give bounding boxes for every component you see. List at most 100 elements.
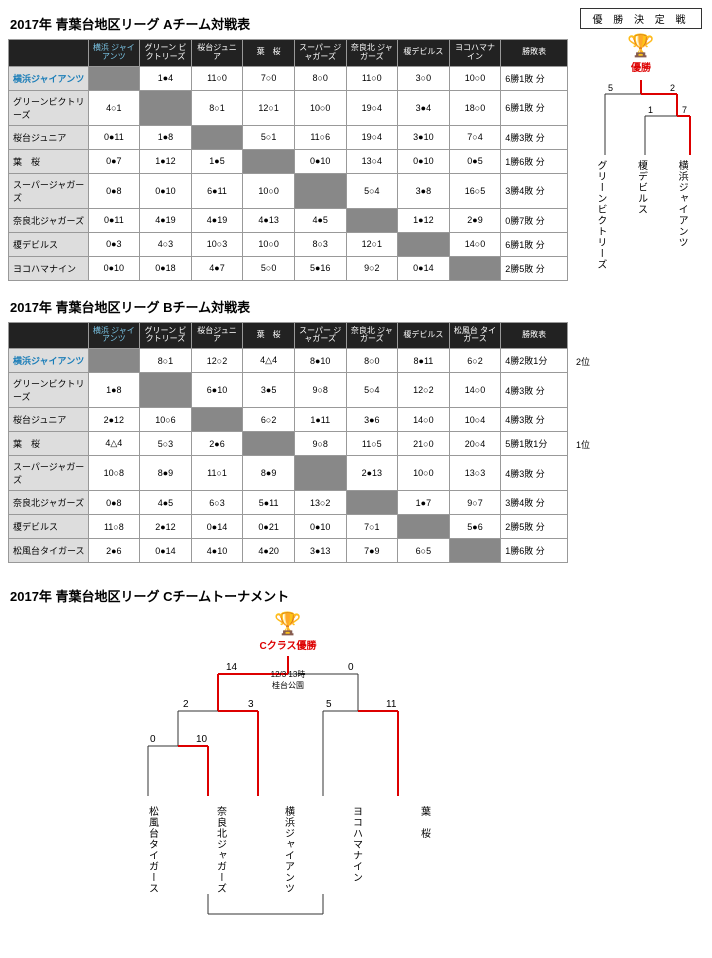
col-h: ヨコハマナイン	[449, 40, 501, 67]
score-cell: 5○3	[140, 432, 192, 456]
score-cell: 6○2	[243, 408, 295, 432]
c-note2: 桂台公園	[272, 681, 304, 690]
score-cell: 11○0	[346, 66, 398, 90]
row-header: 松風台タイガース	[9, 539, 89, 563]
score-cell: 1●5	[191, 149, 243, 173]
record-cell: 4勝3敗 分	[501, 408, 568, 432]
score-cell: 3○0	[398, 66, 450, 90]
top-bracket: 優 勝 決 定 戦 🏆 優勝 5 2 1 7 グリーンビクトリーズ 榎デビ	[580, 8, 702, 288]
score-cell: 3●8	[398, 173, 450, 208]
score-cell: 0●10	[294, 149, 346, 173]
score-cell: 2●6	[191, 432, 243, 456]
league-table-b: 横浜 ジャイアンツ グリーン ビクトリーズ 桜台ジュニア 葉 桜 スーパー ジャ…	[8, 322, 568, 564]
score: 14	[226, 662, 238, 673]
score-cell: 5○4	[346, 173, 398, 208]
col-h: 葉 桜	[243, 40, 295, 67]
record-cell: 6勝1敗 分	[501, 66, 568, 90]
row-header: 横浜ジャイアンツ	[9, 349, 89, 373]
score-cell: 7●9	[346, 539, 398, 563]
row-header: 横浜ジャイアンツ	[9, 66, 89, 90]
score-cell	[88, 349, 140, 373]
table-c-title: 2017年 青葉台地区リーグ Cチームトーナメント	[10, 586, 568, 605]
col-h: 横浜 ジャイアンツ	[88, 322, 140, 349]
row-header: 榎デビルス	[9, 515, 89, 539]
score-cell: 0●3	[88, 232, 140, 256]
score-cell: 13○3	[449, 456, 501, 491]
c-team: 葉 桜	[417, 806, 432, 894]
score-cell	[140, 373, 192, 408]
score-cell: 18○0	[449, 90, 501, 125]
score-cell: 10○3	[191, 232, 243, 256]
score-cell: 6○5	[398, 539, 450, 563]
score-cell: 11○0	[191, 66, 243, 90]
sb-team: グリーンビクトリーズ	[593, 160, 608, 270]
score-cell: 12○1	[346, 232, 398, 256]
score-cell: 9○7	[449, 491, 501, 515]
svg-text:2: 2	[670, 83, 675, 93]
col-h: 桜台ジュニア	[191, 322, 243, 349]
score-cell: 14○0	[449, 232, 501, 256]
score-cell: 6●11	[191, 173, 243, 208]
score-cell: 12○2	[398, 373, 450, 408]
score-cell: 0●11	[88, 208, 140, 232]
record-cell: 4勝3敗 分	[501, 373, 568, 408]
score-cell: 20○4	[449, 432, 501, 456]
svg-text:10: 10	[196, 734, 208, 745]
score-cell: 10○0	[398, 456, 450, 491]
svg-text:7: 7	[682, 105, 687, 115]
score-cell: 0●14	[140, 539, 192, 563]
score-cell: 0●8	[88, 491, 140, 515]
score-cell: 2●12	[140, 515, 192, 539]
score-cell: 2●13	[346, 456, 398, 491]
row-header: スーパージャガーズ	[9, 173, 89, 208]
svg-text:5: 5	[608, 83, 613, 93]
col-h: スーパー ジャガーズ	[294, 322, 346, 349]
score-cell: 0●14	[398, 256, 450, 280]
score-cell	[294, 456, 346, 491]
score-cell: 1●8	[140, 125, 192, 149]
row-header: グリーンビクトリーズ	[9, 90, 89, 125]
score-cell: 1●12	[140, 149, 192, 173]
record-cell: 3勝4敗 分	[501, 491, 568, 515]
score-cell: 10○0	[294, 90, 346, 125]
score-cell: 0●10	[140, 173, 192, 208]
score-cell: 0●10	[398, 149, 450, 173]
c-team: ヨコハマナイン	[349, 806, 364, 894]
record-cell: 1勝6敗 分	[501, 539, 568, 563]
trophy-icon: 🏆	[108, 613, 468, 635]
rank-note: 1位	[576, 438, 590, 451]
score-cell: 4●20	[243, 539, 295, 563]
score-cell: 0●21	[243, 515, 295, 539]
score-cell: 11○1	[191, 456, 243, 491]
score-cell	[346, 491, 398, 515]
score-cell: 5●16	[294, 256, 346, 280]
score-cell: 11○6	[294, 125, 346, 149]
score-cell: 1●11	[294, 408, 346, 432]
score-cell: 7○1	[346, 515, 398, 539]
svg-text:3: 3	[248, 699, 254, 710]
score-cell: 1●7	[398, 491, 450, 515]
score-cell: 6○3	[191, 491, 243, 515]
col-h: 桜台ジュニア	[191, 40, 243, 67]
score-cell: 12○1	[243, 90, 295, 125]
score-cell: 7○4	[449, 125, 501, 149]
score-cell: 8○1	[140, 349, 192, 373]
record-cell: 1勝6敗 分	[501, 149, 568, 173]
record-cell: 0勝7敗 分	[501, 208, 568, 232]
svg-text:2: 2	[183, 699, 189, 710]
row-header: 奈良北ジャガーズ	[9, 491, 89, 515]
score-cell: 4●10	[191, 539, 243, 563]
score-cell	[449, 256, 501, 280]
score-cell: 10○4	[449, 408, 501, 432]
row-header: 奈良北ジャガーズ	[9, 208, 89, 232]
score-cell: 9○8	[294, 432, 346, 456]
score-cell: 8○0	[294, 66, 346, 90]
score-cell: 3●6	[346, 408, 398, 432]
score-cell: 8●11	[398, 349, 450, 373]
svg-text:11: 11	[386, 699, 397, 710]
score-cell: 12○2	[191, 349, 243, 373]
rank-note: 2位	[576, 355, 590, 368]
score-cell: 8●9	[140, 456, 192, 491]
row-header: 榎デビルス	[9, 232, 89, 256]
score-cell: 8○1	[191, 90, 243, 125]
